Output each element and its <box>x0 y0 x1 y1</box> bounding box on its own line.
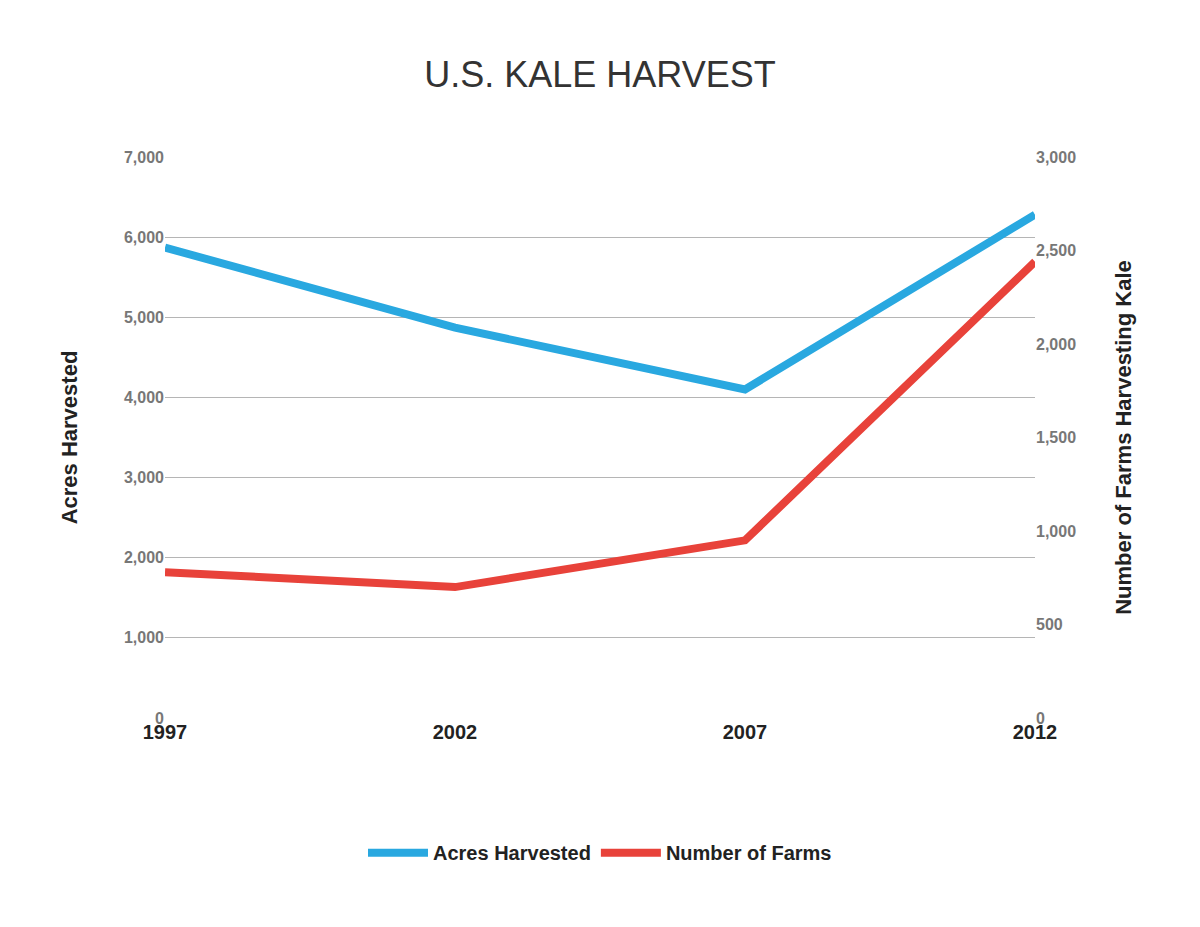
svg-text:2012: 2012 <box>1013 721 1058 743</box>
svg-text:2007: 2007 <box>723 721 768 743</box>
svg-text:U.S. KALE HARVEST: U.S. KALE HARVEST <box>424 54 775 95</box>
svg-text:0: 0 <box>1036 710 1045 727</box>
svg-text:3,000: 3,000 <box>124 469 164 486</box>
svg-text:3,000: 3,000 <box>1036 149 1076 166</box>
svg-text:Acres Harvested: Acres Harvested <box>57 351 82 525</box>
svg-text:0: 0 <box>155 710 164 727</box>
svg-text:Acres Harvested: Acres Harvested <box>433 842 591 864</box>
svg-text:1,000: 1,000 <box>1036 523 1076 540</box>
svg-text:1,000: 1,000 <box>124 629 164 646</box>
svg-text:5,000: 5,000 <box>124 309 164 326</box>
svg-text:4,000: 4,000 <box>124 389 164 406</box>
svg-text:1,500: 1,500 <box>1036 429 1076 446</box>
svg-text:500: 500 <box>1036 616 1063 633</box>
svg-text:1997: 1997 <box>143 721 188 743</box>
svg-text:2,500: 2,500 <box>1036 242 1076 259</box>
svg-text:Number of Farms Harvesting Kal: Number of Farms Harvesting Kale <box>1111 260 1136 615</box>
svg-text:7,000: 7,000 <box>124 149 164 166</box>
svg-text:2002: 2002 <box>433 721 478 743</box>
svg-text:6,000: 6,000 <box>124 229 164 246</box>
svg-text:2,000: 2,000 <box>1036 336 1076 353</box>
svg-text:2,000: 2,000 <box>124 549 164 566</box>
svg-text:Number of Farms: Number of Farms <box>666 842 832 864</box>
